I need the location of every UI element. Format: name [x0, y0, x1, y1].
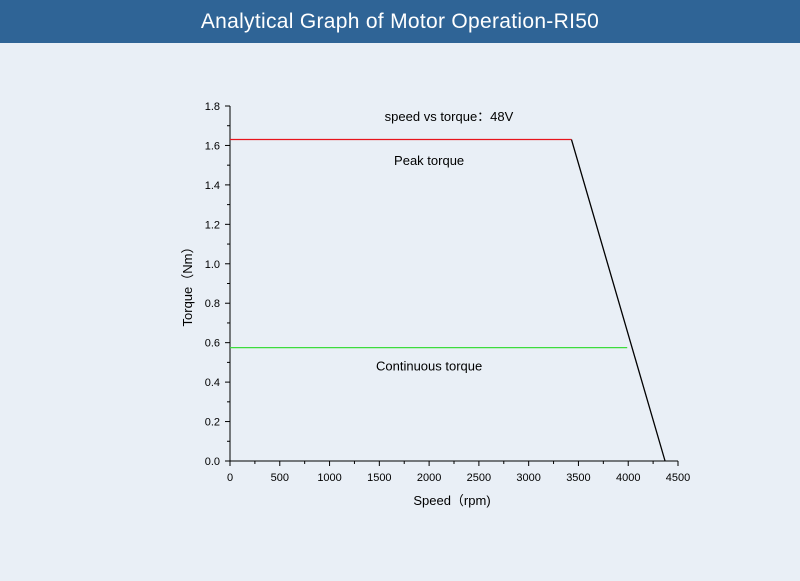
x-tick-label: 1000	[317, 472, 341, 484]
x-axis-label: Speed（rpm)	[413, 493, 490, 508]
x-tick-label: 500	[271, 472, 289, 484]
chart-title: speed vs torque：48V	[385, 109, 514, 124]
x-tick-label: 4500	[666, 472, 690, 484]
x-tick-label: 1500	[367, 472, 391, 484]
series	[230, 138, 666, 462]
y-axis-label: Torque（Nm）	[180, 241, 195, 327]
x-tick-label: 2000	[417, 472, 441, 484]
annotation-label: Continuous torque	[376, 358, 482, 373]
y-tick-label: 0.8	[205, 298, 220, 310]
y-tick-label: 1.6	[205, 140, 220, 152]
y-tick-label: 0.6	[205, 338, 220, 350]
y-tick-label: 1.2	[205, 219, 220, 231]
x-tick-label: 4000	[616, 472, 640, 484]
ticks: 0 500 1000 1500 2000 2500 3000 3500 4000 4500 0.0 0…	[205, 101, 691, 484]
annotation-label: Peak torque	[394, 153, 464, 168]
chart-area: 0 500 1000 1500 2000 2500 3000 3500 4000 4500 0.0 0…	[0, 43, 800, 576]
x-tick-label: 0	[227, 472, 233, 484]
y-tick-label: 0.4	[205, 377, 220, 389]
y-tick-label: 1.4	[205, 180, 220, 192]
y-tick-label: 0.0	[205, 456, 220, 468]
x-tick-label: 3000	[516, 472, 540, 484]
x-tick-label: 3500	[566, 472, 590, 484]
y-tick-label: 1.0	[205, 259, 220, 271]
title-bar: Analytical Graph of Motor Operation-RI50	[0, 0, 800, 43]
x-tick-label: 2500	[467, 472, 491, 484]
y-tick-label: 0.2	[205, 417, 220, 429]
y-tick-label: 1.8	[205, 101, 220, 113]
page-title: Analytical Graph of Motor Operation-RI50	[200, 9, 600, 33]
speed-torque-chart: 0 500 1000 1500 2000 2500 3000 3500 4000 4500 0.0 0…	[180, 101, 691, 508]
series-line-2	[570, 139, 666, 462]
annotations: Peak torque Continuous torque	[376, 153, 482, 373]
